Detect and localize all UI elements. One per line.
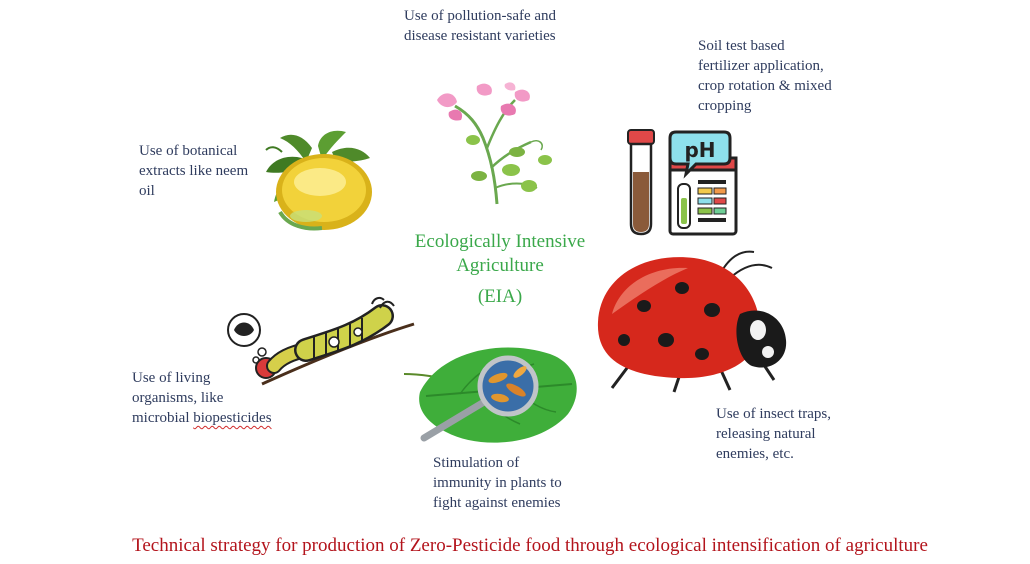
label-biopesticides-word: biopesticides	[193, 410, 272, 426]
pea-plant-icon	[437, 82, 552, 205]
leaf-magnifier-icon	[403, 347, 577, 443]
label-living-organisms-line2: organisms, like	[132, 390, 224, 406]
soil-test-tube-icon	[627, 129, 655, 236]
label-living-organisms-line3: microbial	[132, 410, 194, 426]
label-living-organisms: Use of living organisms, like microbial bi…	[132, 368, 272, 428]
label-botanical-extracts: Use of botanical extracts like neem oil	[139, 143, 249, 199]
label-living-organisms-line1: Use of living	[132, 370, 211, 386]
label-insect-traps: Use of insect traps, releasing natural e…	[716, 406, 831, 462]
figure-caption: Technical strategy for production of Zer…	[132, 535, 928, 556]
label-soil-test: Soil test based fertilizer application, …	[698, 38, 832, 114]
label-plant-immunity: Stimulation of immunity in plants to fig…	[433, 455, 562, 511]
center-abbrev: (EIA)	[477, 286, 523, 307]
ladybug-icon	[597, 250, 787, 393]
ph-kit-icon: pH	[668, 130, 738, 236]
ph-badge-text: pH	[684, 138, 715, 162]
caterpillar-icon	[227, 296, 415, 386]
neem-oil-icon	[265, 130, 372, 231]
center-title: Ecologically Intensive Agriculture	[414, 231, 586, 276]
label-resistant-varieties: Use of pollution-safe and disease resist…	[404, 8, 557, 44]
